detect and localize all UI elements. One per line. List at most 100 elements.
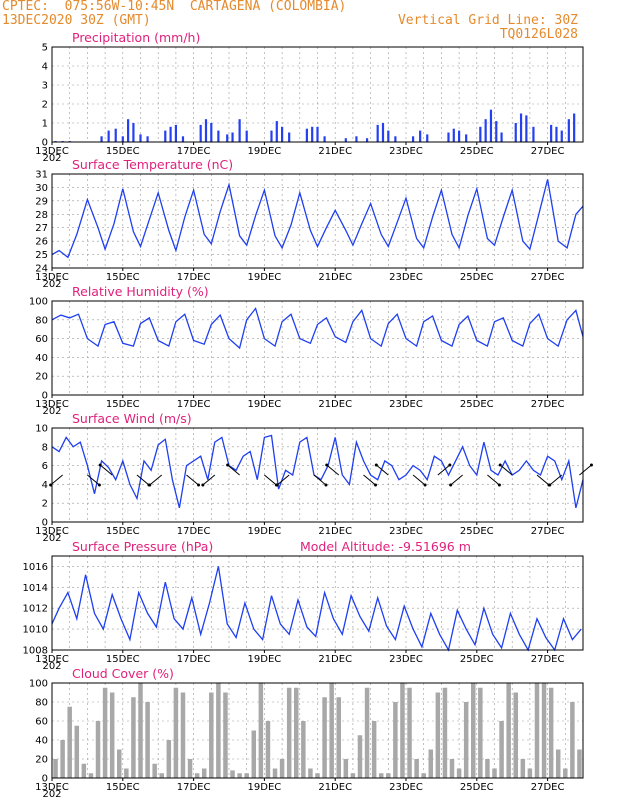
wind-arrow <box>579 464 592 476</box>
x-tick-label: 23DEC <box>389 146 423 157</box>
cloud-bar <box>95 721 101 778</box>
cloud-bar <box>492 768 497 778</box>
x-tick-label: 15DEC <box>106 782 140 793</box>
cloud-bar <box>187 759 193 778</box>
wind-arrow <box>136 474 150 486</box>
precip-bar <box>311 126 314 142</box>
precip-bar <box>525 115 528 142</box>
x-tick-label: 21DEC <box>318 654 352 665</box>
wind-arrow-head <box>148 483 152 487</box>
precip-bar <box>238 119 241 142</box>
wind-arrow-head <box>548 483 552 487</box>
cloud-bar <box>463 702 469 778</box>
x-tick-label: 17DEC <box>177 782 211 793</box>
x-tick-label: 15DEC <box>106 272 140 283</box>
precip-bar <box>465 134 468 142</box>
x-tick-label: 19DEC <box>248 782 282 793</box>
wind-arrow <box>87 474 100 486</box>
y-tick-label: 0 <box>42 138 48 149</box>
precip-bar <box>355 136 358 142</box>
x-tick-label: 15DEC <box>106 526 140 537</box>
precip-bar <box>146 136 149 142</box>
panel-frame <box>51 173 584 269</box>
x-tick-label: 23DEC <box>389 782 423 793</box>
x-tick-label: 27DEC <box>531 654 565 665</box>
y-tick-label: 0 <box>42 774 48 785</box>
cloud-bar <box>322 697 327 778</box>
x-tick-label: 17DEC <box>177 526 211 537</box>
panel-title: Cloud Cover (%) <box>72 666 174 681</box>
x-tick-label: 21DEC <box>318 272 352 283</box>
precip-bar <box>139 134 142 142</box>
cloud-bar <box>548 687 554 778</box>
cloud-bar <box>364 687 370 778</box>
cloud-bar <box>209 692 214 778</box>
wind-arrow-head <box>201 483 205 487</box>
panel-frame <box>51 682 584 779</box>
cloud-bar <box>109 692 115 778</box>
wind-arrow <box>363 474 376 486</box>
wind-arrow-head <box>498 463 502 467</box>
y-tick-label: 30 <box>35 183 48 194</box>
y-tick-label: 80 <box>35 698 48 709</box>
x-tick-label: 17DEC <box>177 272 211 283</box>
precip-bar <box>199 124 202 142</box>
x-tick-label: 15DEC <box>106 146 140 157</box>
cloud-bar <box>67 706 72 778</box>
x-tick-label: 23DEC <box>389 272 423 283</box>
cloud-bar <box>138 683 143 778</box>
precip-bar <box>210 123 213 142</box>
cloud-bar <box>180 692 186 778</box>
y-tick-label: 20 <box>35 372 48 383</box>
cloud-bar <box>60 740 65 778</box>
precip-bar <box>394 136 397 142</box>
cloud-bar <box>286 687 292 778</box>
cloud-bar <box>258 683 264 778</box>
precip-bar <box>344 138 347 142</box>
model-id-label: TQ0126L028 <box>499 27 578 42</box>
cloud-bar <box>279 759 285 778</box>
cloud-bar <box>251 730 257 778</box>
x-year-label: 202 <box>42 533 61 544</box>
cloud-bar <box>563 768 568 778</box>
x-tick-label: 25DEC <box>460 272 494 283</box>
y-tick-label: 1012 <box>23 604 48 615</box>
cloud-bar <box>336 697 341 778</box>
x-year-label: 202 <box>42 661 61 672</box>
cloud-bar <box>520 759 526 778</box>
y-tick-label: 1008 <box>23 646 48 657</box>
panel-frame <box>51 46 584 143</box>
x-tick-label: 13DEC <box>35 146 69 157</box>
x-tick-label: 25DEC <box>460 654 494 665</box>
cloud-bar <box>570 702 575 778</box>
cloud-bar <box>513 692 518 778</box>
wind-arrow-head <box>98 463 102 467</box>
x-tick-label: 19DEC <box>248 272 282 283</box>
y-tick-label: 6 <box>42 461 48 472</box>
x-year-label: 202 <box>42 153 61 164</box>
wind-arrow <box>149 474 163 486</box>
wind-arrow-head <box>374 463 378 467</box>
cloud-bar <box>308 768 313 778</box>
wind-arrow <box>499 464 513 476</box>
panel-frame <box>51 427 584 523</box>
cloud-bar <box>74 725 80 778</box>
precip-bar <box>107 130 110 142</box>
precip-bar <box>519 113 523 142</box>
precip-bar <box>100 136 103 142</box>
precip-bar <box>204 119 208 142</box>
y-tick-label: 1 <box>42 119 48 130</box>
wind-arrow <box>313 474 327 486</box>
panel-0: 0 1 2 3 4 5 13DEC 15DEC 17DEC 19DEC 21DEC 23DEC 25DE… <box>35 30 584 164</box>
wind-arrow <box>50 474 63 486</box>
y-tick-label: 8 <box>42 442 48 453</box>
y-tick-label: 24 <box>35 264 48 275</box>
y-tick-label: 4 <box>42 62 48 73</box>
precip-bar <box>489 109 493 142</box>
y-tick-label: 5 <box>42 43 48 54</box>
x-tick-label: 27DEC <box>531 782 565 793</box>
cloud-bar <box>456 768 462 778</box>
y-tick-label: 29 <box>35 196 48 207</box>
wind-arrow-head <box>324 483 328 487</box>
